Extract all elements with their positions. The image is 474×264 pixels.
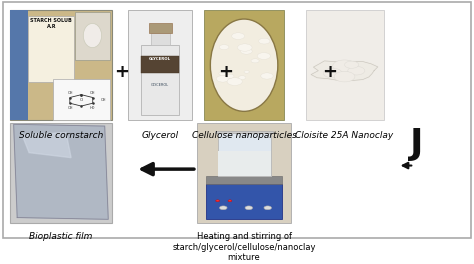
FancyBboxPatch shape <box>128 10 192 120</box>
FancyBboxPatch shape <box>218 131 271 176</box>
Text: +: + <box>218 63 233 81</box>
FancyBboxPatch shape <box>151 33 170 45</box>
Circle shape <box>334 71 355 82</box>
Text: Glycerol: Glycerol <box>142 131 179 140</box>
Circle shape <box>227 78 242 85</box>
FancyBboxPatch shape <box>197 122 292 223</box>
FancyBboxPatch shape <box>141 56 179 73</box>
Circle shape <box>252 60 258 63</box>
Text: OH: OH <box>68 106 73 110</box>
FancyBboxPatch shape <box>10 10 112 120</box>
Circle shape <box>348 66 365 75</box>
Circle shape <box>228 200 232 202</box>
Circle shape <box>232 33 245 39</box>
FancyBboxPatch shape <box>215 131 273 134</box>
Ellipse shape <box>210 19 278 111</box>
Circle shape <box>241 48 252 54</box>
Circle shape <box>237 44 252 51</box>
Text: GLYCEROL: GLYCEROL <box>149 56 171 61</box>
Polygon shape <box>311 61 378 81</box>
Circle shape <box>264 206 272 210</box>
Text: +: + <box>322 63 337 81</box>
Circle shape <box>226 74 234 78</box>
Circle shape <box>238 76 246 79</box>
FancyBboxPatch shape <box>10 10 28 120</box>
Text: Cellulose nanoparticles: Cellulose nanoparticles <box>191 131 297 140</box>
FancyBboxPatch shape <box>206 184 282 219</box>
Text: GLYCEROL: GLYCEROL <box>151 83 169 87</box>
FancyBboxPatch shape <box>75 12 109 60</box>
FancyBboxPatch shape <box>3 2 471 238</box>
Circle shape <box>323 68 342 78</box>
Circle shape <box>257 53 271 59</box>
Text: OH: OH <box>100 98 106 102</box>
FancyBboxPatch shape <box>218 152 271 176</box>
Circle shape <box>345 61 359 68</box>
Ellipse shape <box>83 23 101 48</box>
Text: OH: OH <box>90 91 95 95</box>
Text: Cloisite 25A Nanoclay: Cloisite 25A Nanoclay <box>295 131 393 140</box>
Circle shape <box>244 70 249 73</box>
Text: +: + <box>114 63 129 81</box>
Circle shape <box>333 60 356 72</box>
Text: OH: OH <box>68 91 73 95</box>
FancyBboxPatch shape <box>206 176 282 184</box>
Circle shape <box>251 59 259 63</box>
Circle shape <box>261 73 273 79</box>
Polygon shape <box>22 133 71 158</box>
FancyBboxPatch shape <box>149 23 172 33</box>
FancyBboxPatch shape <box>53 79 109 120</box>
FancyBboxPatch shape <box>28 16 74 82</box>
Circle shape <box>245 206 253 210</box>
FancyBboxPatch shape <box>204 10 284 120</box>
FancyBboxPatch shape <box>10 122 112 223</box>
Polygon shape <box>14 124 108 219</box>
Text: Heating and stirring of
starch/glycerol/cellulose/nanoclay
mixture: Heating and stirring of starch/glycerol/… <box>173 232 316 262</box>
Text: STARCH SOLUB
A.R: STARCH SOLUB A.R <box>30 18 72 29</box>
Circle shape <box>219 45 229 50</box>
FancyBboxPatch shape <box>306 10 383 120</box>
Circle shape <box>259 38 270 44</box>
Text: Bioplastic film: Bioplastic film <box>29 232 92 242</box>
Circle shape <box>216 76 229 82</box>
Text: HO: HO <box>90 106 95 110</box>
Text: O: O <box>80 98 83 102</box>
Circle shape <box>216 200 219 202</box>
Text: J: J <box>410 127 423 161</box>
Text: Soluble cornstarch: Soluble cornstarch <box>19 131 103 140</box>
Circle shape <box>219 206 227 210</box>
FancyBboxPatch shape <box>141 45 179 115</box>
Circle shape <box>219 72 227 76</box>
